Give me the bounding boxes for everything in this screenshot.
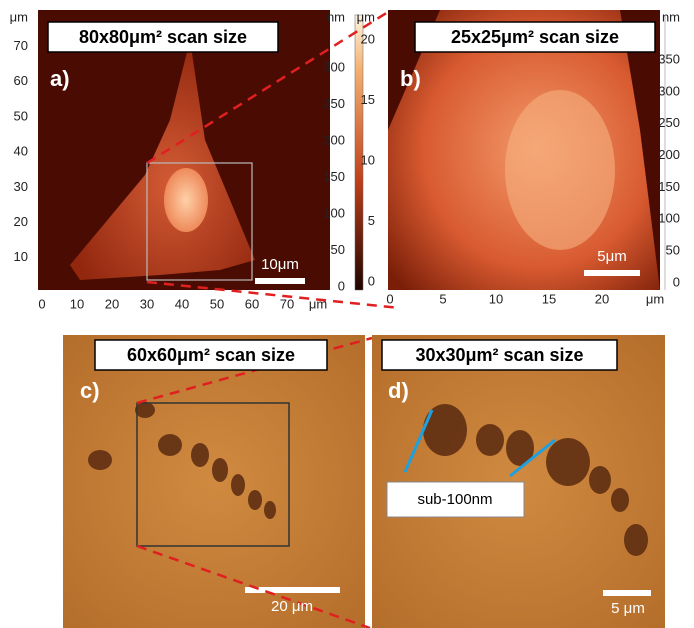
y-axis-unit: μm — [357, 9, 375, 24]
colorbar-tick-label: 100 — [323, 205, 345, 220]
y-tick-label: 20 — [14, 214, 28, 229]
annotation: sub-100nm — [417, 491, 492, 508]
panel-label: d) — [388, 378, 409, 403]
y-tick-label: 70 — [14, 38, 28, 53]
x-tick-label: 20 — [105, 296, 119, 311]
x-tick-label: 0 — [386, 291, 393, 306]
scale-bar-label: 10μm — [261, 256, 299, 273]
x-tick-label: 10 — [489, 291, 503, 306]
y-tick-label: 60 — [14, 73, 28, 88]
y-axis-unit: μm — [10, 9, 28, 24]
x-axis-unit: μm — [646, 291, 664, 306]
x-tick-label: 50 — [210, 296, 224, 311]
colorbar-tick-label: 50 — [331, 242, 345, 257]
colorbar-unit: nm — [662, 9, 680, 24]
x-tick-label: 15 — [542, 291, 556, 306]
figure: 80x80μm² scan sizea)10μmμm10203040506070… — [0, 0, 694, 628]
x-tick-label: 40 — [175, 296, 189, 311]
x-tick-label: 30 — [140, 296, 154, 311]
x-tick-label: 70 — [280, 296, 294, 311]
y-tick-label: 20 — [361, 31, 375, 46]
x-axis-unit: μm — [309, 296, 327, 311]
scale-bar-label: 5μm — [597, 248, 626, 265]
colorbar-tick-label: 150 — [323, 169, 345, 184]
y-tick-label: 50 — [14, 108, 28, 123]
x-tick-label: 60 — [245, 296, 259, 311]
x-tick-label: 0 — [38, 296, 45, 311]
colorbar-tick-label: 200 — [323, 132, 345, 147]
colorbar-tick-label: 150 — [658, 179, 680, 194]
panel-label: a) — [50, 66, 70, 91]
y-tick-label: 0 — [368, 273, 375, 288]
colorbar-tick-label: 0 — [338, 278, 345, 293]
panel-title: 80x80μm² scan size — [79, 27, 247, 47]
y-tick-label: 15 — [361, 92, 375, 107]
y-tick-label: 10 — [361, 152, 375, 167]
colorbar-tick-label: 50 — [666, 243, 680, 258]
panel-label: b) — [400, 66, 421, 91]
image-c — [63, 335, 365, 628]
y-tick-label: 5 — [368, 213, 375, 228]
colorbar-tick-label: 300 — [658, 83, 680, 98]
scale-bar-label: 20 μm — [271, 598, 313, 615]
scale-bar-label: 5 μm — [611, 600, 645, 617]
colorbar-tick-label: 250 — [658, 115, 680, 130]
panel-label: c) — [80, 378, 100, 403]
panel-title: 25x25μm² scan size — [451, 27, 619, 47]
panel-title: 60x60μm² scan size — [127, 345, 295, 365]
colorbar-tick-label: 250 — [323, 96, 345, 111]
y-tick-label: 30 — [14, 179, 28, 194]
panel-title: 30x30μm² scan size — [415, 345, 583, 365]
colorbar-tick-label: 350 — [658, 51, 680, 66]
colorbar-tick-label: 100 — [658, 211, 680, 226]
colorbar-tick-label: 300 — [323, 59, 345, 74]
x-tick-label: 5 — [439, 291, 446, 306]
y-tick-label: 10 — [14, 249, 28, 264]
x-tick-label: 20 — [595, 291, 609, 306]
colorbar-unit: nm — [327, 9, 345, 24]
colorbar-tick-label: 0 — [673, 274, 680, 289]
y-tick-label: 40 — [14, 144, 28, 159]
colorbar-tick-label: 200 — [658, 147, 680, 162]
x-tick-label: 10 — [70, 296, 84, 311]
image-d — [372, 335, 665, 628]
